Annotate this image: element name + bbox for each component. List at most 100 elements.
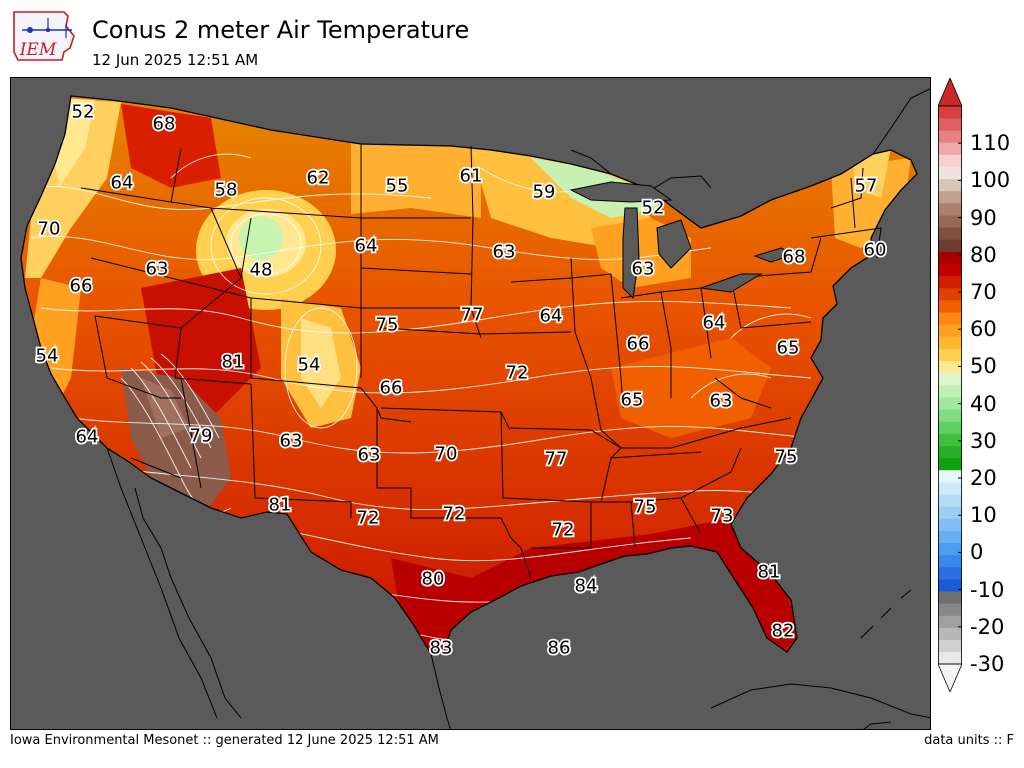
- colorbar-tick-label: -10: [970, 577, 1005, 602]
- colorbar-tick-label: 20: [970, 466, 997, 490]
- colorbar-segment: [938, 275, 962, 289]
- colorbar-segment: [938, 445, 962, 459]
- colorbar-segment: [938, 457, 962, 471]
- temp-label-2: 68: [153, 114, 176, 135]
- temp-label-1: 52: [72, 102, 95, 123]
- temp-label-23: 64: [703, 313, 726, 334]
- iem-logo: IEM: [13, 11, 75, 61]
- colorbar-tick-labels: -30 -20 -10 0 10 20 30 40 50 60 70 80 90 100 110: [966, 78, 1022, 692]
- colorbar-segment: [938, 336, 962, 349]
- colorbar-segment: [938, 166, 962, 180]
- colorbar-tick-label: 0: [970, 540, 984, 565]
- colorbar-segment: [938, 591, 962, 604]
- temp-label-28: 54: [298, 355, 321, 376]
- colorbar-segment: [938, 300, 962, 313]
- temperature-labels: 52 68 64 58 62 55 61 59 52 57 70 63 48 64 63 63 68 60 66 75…: [34, 100, 888, 661]
- map-timestamp: 12 Jun 2025 12:51 AM: [92, 51, 259, 69]
- temp-label-43: 72: [552, 520, 575, 541]
- temp-label-8: 59: [533, 182, 556, 203]
- temp-label-11: 70: [38, 219, 61, 240]
- temp-label-40: 81: [269, 495, 292, 516]
- state-borders: [80, 144, 882, 579]
- temp-label-24: 66: [627, 334, 650, 355]
- colorbar-tick-label: 40: [970, 391, 997, 416]
- temperature-map: 52 68 64 58 62 55 61 59 52 57 70 63 48 64 63 63 68 60 66 75…: [10, 77, 931, 730]
- colorbar-segment: [938, 154, 962, 167]
- colorbar-segment: [938, 251, 962, 264]
- colorbar-extend-min: [938, 663, 962, 692]
- temp-label-16: 63: [632, 259, 655, 280]
- colorbar-segment: [938, 263, 962, 277]
- colorbar-segment: [938, 190, 962, 204]
- colorbar-tick-label: 100: [970, 168, 1011, 193]
- temp-label-10: 57: [855, 176, 878, 197]
- temp-label-9: 52: [642, 198, 665, 219]
- temp-label-22: 64: [540, 306, 563, 327]
- temperature-colorbar: [938, 78, 962, 692]
- colorbar-tick-label: 90: [970, 205, 997, 230]
- colorbar-tick-label: 30: [970, 428, 997, 453]
- temp-label-33: 64: [76, 427, 99, 448]
- temp-label-6: 55: [386, 176, 409, 197]
- colorbar-tick-label: 80: [970, 242, 997, 267]
- colorbar-segment: [938, 312, 962, 325]
- temp-label-39: 75: [775, 447, 798, 468]
- temp-label-50: 86: [548, 638, 571, 659]
- temp-label-21: 77: [461, 305, 484, 326]
- temp-label-47: 84: [575, 576, 598, 597]
- colorbar-tick-label: 70: [970, 280, 997, 304]
- temp-label-32: 63: [710, 391, 733, 412]
- temp-label-44: 75: [634, 497, 657, 518]
- colorbar-tick-label: -20: [970, 614, 1005, 639]
- colorbar-tick-label: 50: [970, 354, 997, 379]
- colorbar-segment: [938, 409, 962, 422]
- temp-label-17: 68: [783, 247, 806, 268]
- colorbar-segment: [938, 348, 962, 362]
- colorbar-segment: [938, 603, 962, 616]
- temp-label-4: 58: [215, 180, 238, 201]
- temp-label-31: 65: [621, 390, 644, 411]
- neighbor-coastlines: [106, 88, 930, 729]
- colorbar-segment: [938, 554, 962, 568]
- temp-label-42: 72: [443, 504, 466, 525]
- colorbar-segment: [938, 433, 962, 446]
- temp-label-20: 75: [376, 315, 399, 336]
- temp-label-7: 61: [460, 166, 483, 187]
- colorbar-tick-label: -30: [970, 652, 1005, 676]
- temp-label-37: 70: [435, 444, 458, 465]
- colorbar-segment: [938, 482, 962, 495]
- colorbar-segment: [938, 106, 962, 119]
- colorbar-tick-label: 10: [970, 503, 997, 528]
- colorbar-segment: [938, 287, 962, 301]
- colorbar-tick-label: 60: [970, 317, 997, 342]
- temp-label-29: 66: [380, 378, 403, 399]
- colorbar-segment: [938, 178, 962, 192]
- temp-label-49: 83: [430, 638, 453, 659]
- temp-label-14: 64: [355, 236, 378, 257]
- temp-label-5: 62: [307, 168, 330, 189]
- temp-label-51: 82: [772, 621, 795, 642]
- footer-units: data units :: F: [924, 733, 1014, 748]
- colorbar-segment: [938, 130, 962, 143]
- temp-label-45: 73: [711, 506, 734, 527]
- temp-label-38: 77: [545, 449, 568, 470]
- colorbar-segment: [938, 385, 962, 398]
- map-canvas: 52 68 64 58 62 55 61 59 52 57 70 63 48 64 63 63 68 60 66 75…: [20, 88, 930, 729]
- temp-label-3: 64: [111, 173, 134, 194]
- colorbar-segment: [938, 566, 962, 580]
- footer-credit: Iowa Environmental Mesonet :: generated …: [10, 733, 439, 748]
- colorbar-segment: [938, 397, 962, 410]
- colorbar-segment: [938, 215, 962, 228]
- temp-label-41: 72: [357, 508, 380, 529]
- colorbar-segment: [938, 203, 962, 216]
- temp-label-26: 54: [36, 346, 59, 367]
- colorbar-segment: [938, 615, 962, 628]
- colorbar-segment: [938, 651, 962, 665]
- temp-label-25: 65: [777, 338, 800, 359]
- colorbar-segment: [938, 494, 962, 507]
- colorbar-extend-max: [938, 78, 962, 107]
- temp-label-27: 81: [222, 352, 245, 373]
- temp-label-34: 79: [190, 426, 213, 447]
- colorbar-segment: [938, 142, 962, 155]
- logo-text: IEM: [19, 40, 57, 60]
